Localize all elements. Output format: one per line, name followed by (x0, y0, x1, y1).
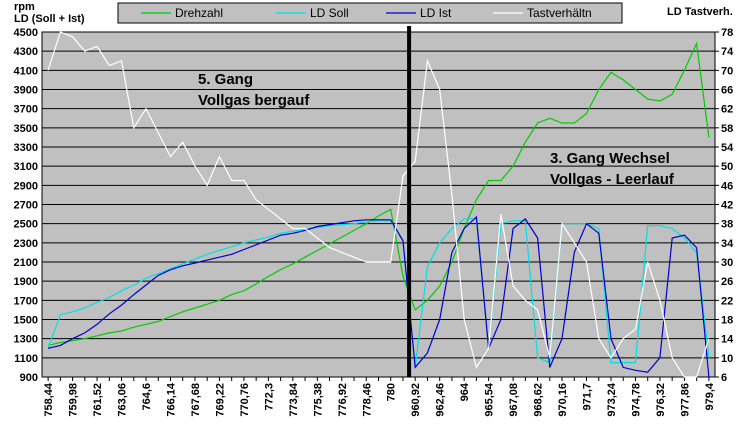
x-tick-label: 767,68 (190, 383, 202, 417)
legend-label: LD Ist (420, 6, 452, 20)
y-tick-label: 3700 (14, 104, 38, 116)
x-tick-label: 962,46 (435, 383, 447, 417)
series-line (47, 41, 710, 346)
x-tick-label: 775,38 (312, 383, 324, 417)
y-tick-label: 1900 (14, 276, 38, 288)
y-tick-label: 4300 (14, 46, 38, 58)
x-tick-label: 979,4 (704, 382, 716, 410)
x-tick-label: 977,86 (679, 383, 691, 417)
y2-tick-label: 42 (721, 200, 733, 212)
y2-tick-label: 18 (721, 315, 733, 327)
series-line (47, 215, 710, 378)
y2-tick-label: 62 (721, 104, 733, 116)
annotation: Vollgas bergauf (198, 92, 310, 109)
y2-tick-label: 14 (721, 334, 734, 346)
y2-tick-label: 34 (721, 238, 734, 250)
y2-tick-label: 54 (721, 142, 734, 154)
x-tick-label: 761,52 (92, 383, 104, 417)
x-tick-label: 960,92 (410, 383, 422, 417)
x-tick-label: 773,84 (288, 382, 300, 417)
y-tick-label: 2500 (14, 219, 38, 231)
annotation: Vollgas - Leerlauf (550, 171, 675, 188)
y-tick-label: 3900 (14, 85, 38, 97)
x-tick-label: 766,14 (165, 382, 177, 417)
y-tick-label: 2100 (14, 257, 38, 269)
y-tick-label: 3100 (14, 161, 38, 173)
y2-tick-label: 26 (721, 276, 733, 288)
x-tick-label: 776,92 (337, 383, 349, 417)
x-tick-label: 970,16 (557, 383, 569, 417)
x-tick-label: 968,62 (533, 383, 545, 417)
x-tick-label: 973,24 (606, 382, 618, 417)
y2-tick-label: 38 (721, 219, 733, 231)
x-tick-label: 780 (386, 383, 398, 401)
y2-tick-label: 6 (721, 372, 727, 384)
x-tick-label: 778,46 (361, 383, 373, 417)
x-tick-label: 967,08 (508, 383, 520, 417)
y-tick-label: 2700 (14, 200, 38, 212)
x-tick-label: 965,54 (484, 382, 496, 417)
x-tick-label: 976,32 (655, 383, 667, 417)
y2-tick-label: 74 (721, 46, 734, 58)
y-axis-title: LD (Soll + Ist) (14, 13, 85, 25)
y-tick-label: 1500 (14, 315, 38, 327)
y2-tick-label: 50 (721, 161, 733, 173)
y2-tick-label: 10 (721, 353, 733, 365)
y2-tick-label: 58 (721, 123, 733, 135)
legend-label: LD Soll (310, 6, 349, 20)
x-tick-label: 763,06 (117, 383, 129, 417)
y2-tick-label: 66 (721, 85, 733, 97)
y2-tick-label: 30 (721, 257, 733, 269)
x-tick-label: 770,76 (239, 383, 251, 417)
legend-label: Tastverhältn (527, 6, 592, 20)
annotation: 3. Gang Wechsel (550, 150, 670, 167)
series-line (47, 31, 710, 378)
annotation: 5. Gang (198, 71, 253, 88)
y-tick-label: 900 (20, 372, 38, 384)
y2-tick-label: 46 (721, 180, 733, 192)
y-tick-label: 3300 (14, 142, 38, 154)
x-tick-label: 974,78 (630, 383, 642, 417)
y-tick-label: 3500 (14, 123, 38, 135)
x-tick-label: 964 (459, 382, 471, 401)
x-tick-label: 759,98 (68, 383, 80, 417)
y-tick-label: 1700 (14, 295, 38, 307)
x-tick-label: 758,44 (43, 382, 55, 417)
y2-axis-title: LD Tastverh. (667, 6, 733, 18)
y-tick-label: 1100 (14, 353, 38, 365)
y2-tick-label: 70 (721, 65, 733, 77)
x-tick-label: 764,6 (141, 383, 153, 411)
y-tick-label: 2900 (14, 180, 38, 192)
y-tick-label: 2300 (14, 238, 38, 250)
x-tick-label: 971,7 (582, 383, 594, 411)
x-tick-label: 772,3 (263, 383, 275, 411)
legend (117, 2, 623, 24)
y2-tick-label: 78 (721, 27, 733, 39)
y-tick-label: 4100 (14, 65, 38, 77)
y2-tick-label: 22 (721, 295, 733, 307)
y-axis-title: rpm (14, 1, 35, 13)
series-line (47, 218, 710, 368)
y-tick-label: 4500 (14, 27, 38, 39)
x-tick-label: 769,22 (214, 383, 226, 417)
y-tick-label: 1300 (14, 334, 38, 346)
legend-label: Drehzahl (175, 6, 223, 20)
